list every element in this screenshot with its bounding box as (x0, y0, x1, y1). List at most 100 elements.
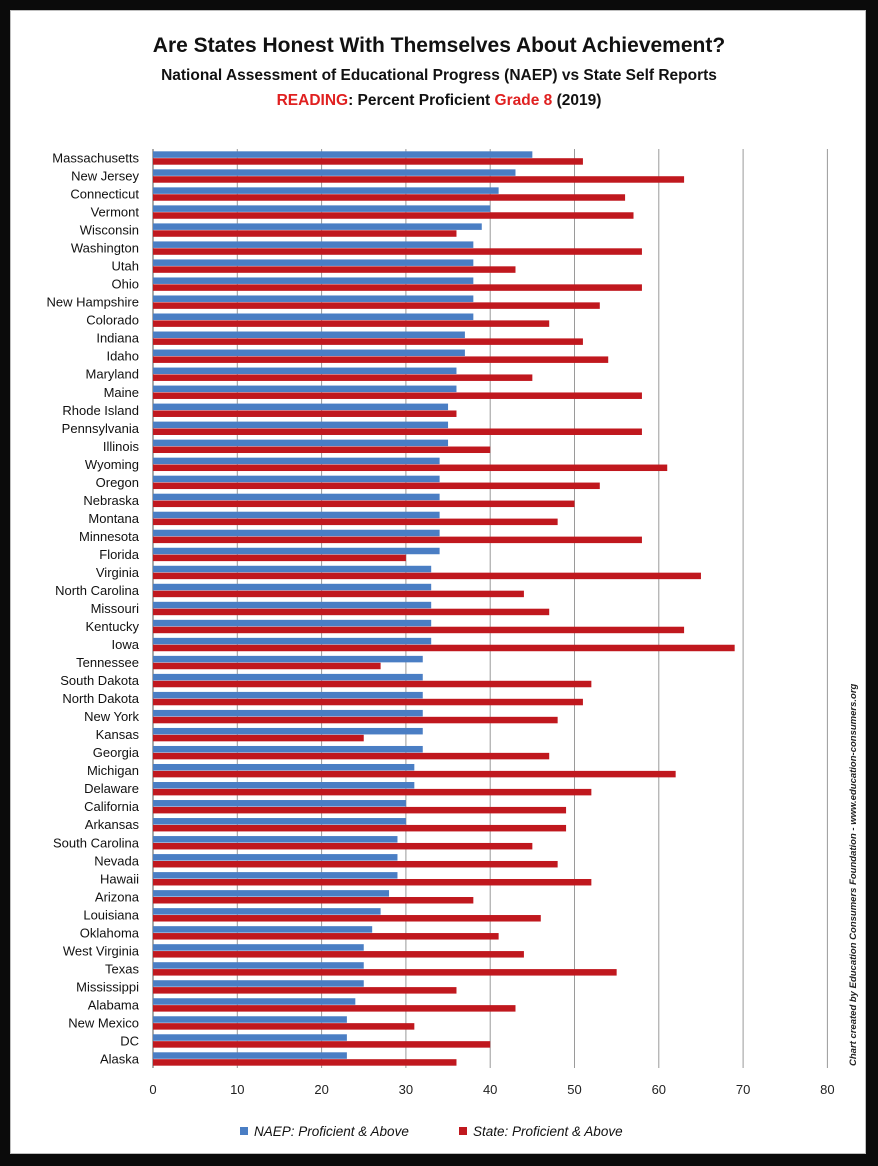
bar-naep (153, 745, 423, 753)
x-tick-label: 80 (820, 1082, 834, 1097)
bar-state (153, 464, 668, 472)
category-label: Kentucky (86, 619, 140, 634)
bar-state (153, 680, 592, 688)
category-label: Georgia (93, 745, 140, 760)
bar-naep (153, 818, 406, 825)
bar-state (153, 1005, 516, 1012)
bar-naep (153, 691, 423, 699)
bar-naep (153, 673, 423, 681)
bar-naep (153, 565, 432, 573)
bar-state (153, 860, 558, 868)
bar-state (153, 698, 583, 706)
bar-naep (153, 547, 440, 555)
category-label: Louisiana (83, 907, 139, 922)
legend-label-naep: NAEP: Proficient & Above (254, 1124, 409, 1139)
category-label: Minnesota (79, 529, 140, 544)
bar-state (153, 392, 642, 399)
category-label: Wisconsin (80, 223, 139, 238)
x-tick-label: 60 (652, 1082, 666, 1097)
bar-naep (153, 241, 474, 248)
bar-naep (153, 331, 465, 339)
category-label: DC (120, 1033, 139, 1048)
bar-state (153, 608, 550, 616)
category-label: Vermont (91, 205, 140, 220)
bar-state (153, 644, 735, 652)
bar-state (153, 428, 642, 435)
x-tick-label: 70 (736, 1082, 750, 1097)
bar-state (153, 554, 406, 562)
bar-state (153, 500, 575, 508)
bar-naep (153, 908, 381, 915)
bar-naep (153, 763, 415, 771)
bar-naep (153, 800, 406, 807)
bar-naep (153, 709, 423, 717)
measure-label: : Percent Proficient (348, 92, 495, 109)
bar-naep (153, 727, 423, 735)
legend-item-naep: NAEP: Proficient & Above (240, 1124, 409, 1139)
x-tick-label: 10 (230, 1082, 244, 1097)
bar-state (153, 933, 499, 940)
category-label: Florida (99, 547, 140, 562)
bar-state (153, 356, 609, 363)
bar-state (153, 266, 516, 273)
category-label: Maryland (86, 367, 139, 382)
bar-naep (153, 926, 373, 933)
category-label: Oregon (96, 475, 139, 490)
bar-state (153, 915, 541, 922)
bar-naep (153, 962, 364, 969)
bar-state (153, 878, 592, 886)
bar-naep (153, 782, 415, 789)
bar-state (153, 1041, 491, 1048)
chart-subtitle-2: READING: Percent Proficient Grade 8 (201… (0, 92, 878, 110)
legend-swatch-state (459, 1127, 467, 1135)
bar-naep (153, 980, 364, 987)
bar-naep (153, 223, 482, 230)
x-tick-label: 0 (149, 1082, 156, 1097)
bar-state (153, 951, 524, 958)
category-label: Delaware (84, 781, 139, 796)
bar-naep (153, 439, 449, 447)
bar-naep (153, 836, 398, 843)
bar-naep (153, 854, 398, 861)
bar-naep (153, 205, 491, 212)
bar-state (153, 302, 600, 309)
bar-state (153, 446, 491, 454)
chart-subtitle: National Assessment of Educational Progr… (161, 67, 717, 84)
bar-state (153, 572, 701, 580)
category-label: Missouri (91, 601, 140, 616)
category-label: Tennessee (76, 655, 139, 670)
bar-naep (153, 637, 432, 645)
x-tick-label: 30 (399, 1082, 413, 1097)
category-label: Pennsylvania (62, 421, 140, 436)
bar-state (153, 338, 583, 345)
bar-state (153, 194, 626, 201)
bar-state (153, 1023, 415, 1030)
bar-naep (153, 367, 457, 375)
category-label: Utah (112, 259, 139, 274)
category-label: Idaho (106, 349, 139, 364)
bar-state (153, 662, 381, 670)
bar-state (153, 248, 642, 255)
bar-state (153, 716, 558, 724)
bar-state (153, 176, 685, 183)
category-label: Massachusetts (52, 151, 139, 166)
category-label: Texas (105, 961, 139, 976)
category-label: Arizona (95, 889, 140, 904)
category-label: Alaska (100, 1051, 140, 1066)
bar-state (153, 284, 642, 291)
category-label: Ohio (112, 277, 139, 292)
bar-naep (153, 493, 440, 501)
category-label: Nevada (94, 853, 140, 868)
bar-naep (153, 295, 474, 302)
x-tick-label: 40 (483, 1082, 497, 1097)
category-label: South Dakota (60, 673, 140, 688)
bar-naep (153, 619, 432, 627)
bar-state (153, 824, 567, 832)
bar-naep (153, 944, 364, 951)
bar-naep (153, 529, 440, 537)
bar-state (153, 410, 457, 417)
x-tick-label: 50 (567, 1082, 581, 1097)
bar-naep (153, 421, 449, 429)
category-label: Kansas (96, 727, 140, 742)
